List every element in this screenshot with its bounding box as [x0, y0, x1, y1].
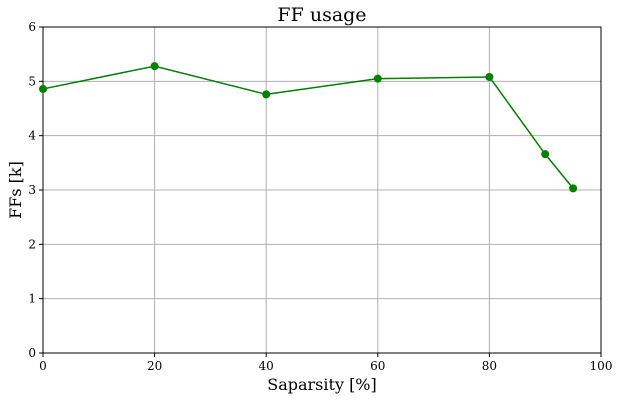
x-tick-label: 60: [370, 359, 385, 373]
y-tick-label: 3: [28, 183, 36, 197]
data-point: [150, 62, 159, 71]
y-axis-label: FFs [k]: [6, 161, 25, 219]
x-tick-label: 100: [590, 359, 613, 373]
x-tick-label: 0: [39, 359, 47, 373]
data-point: [569, 184, 578, 193]
axis-ticks: 0 20 40 60 80 100 0 1 2 3 4 5 6: [28, 20, 612, 373]
grid-lines: [42, 26, 602, 354]
x-axis-label: Saparsity [%]: [267, 375, 377, 394]
data-series: [39, 62, 578, 193]
chart-title: FF usage: [277, 4, 366, 26]
y-tick-label: 6: [28, 20, 36, 34]
data-point: [39, 84, 47, 93]
y-tick-label: 2: [28, 237, 36, 251]
y-tick-label: 4: [28, 129, 36, 143]
x-tick-label: 40: [259, 359, 274, 373]
y-tick-label: 1: [28, 292, 36, 306]
data-point: [373, 74, 382, 83]
y-tick-label: 5: [28, 74, 36, 88]
x-tick-label: 20: [147, 359, 162, 373]
series-line: [42, 65, 574, 189]
y-tick-label: 0: [28, 346, 36, 360]
x-tick-label: 80: [482, 359, 497, 373]
data-point: [541, 150, 550, 159]
data-point: [485, 72, 494, 81]
data-point: [262, 90, 271, 99]
